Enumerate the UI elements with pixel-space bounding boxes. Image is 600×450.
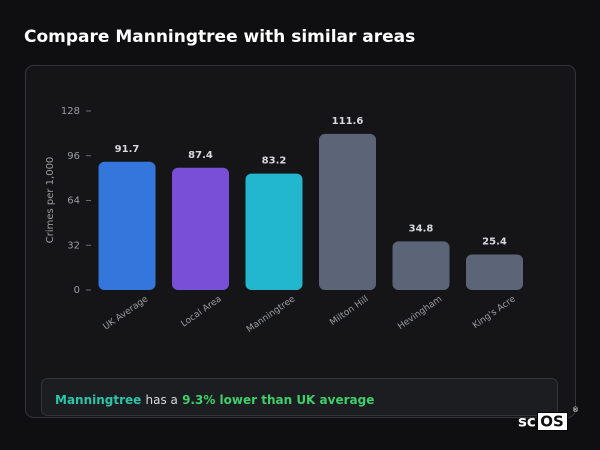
bar [466, 254, 523, 290]
logo: sc OS ® [518, 406, 579, 431]
bar [98, 161, 156, 290]
logo-prefix: sc [518, 413, 536, 431]
y-axis-label: Crimes per 1,000 [45, 157, 56, 244]
logo-boxed: OS [540, 413, 564, 431]
bar [392, 241, 450, 290]
value-label: 34.8 [409, 223, 434, 234]
value-label: 83.2 [262, 156, 287, 167]
summary-box [41, 378, 558, 416]
summary-area: Manningtree [55, 393, 141, 407]
summary-highlight: 9.3% lower than UK average [182, 393, 374, 407]
value-label: 111.6 [332, 116, 364, 127]
bar [172, 167, 229, 290]
value-label: 91.7 [115, 144, 140, 155]
logo-box [537, 412, 568, 431]
value-label: 25.4 [482, 236, 507, 247]
y-tick-label: 32 [67, 240, 80, 251]
bar [245, 173, 303, 290]
y-tick-label: 0 [74, 285, 80, 296]
y-tick-label: 128 [61, 106, 80, 117]
bar [319, 133, 376, 290]
logo-mark: ® [572, 406, 579, 414]
summary-text: Manningtree has a 9.3% lower than UK ave… [55, 393, 374, 407]
value-label: 87.4 [188, 150, 213, 161]
y-tick-label: 96 [67, 151, 80, 162]
summary-middle: has a [146, 393, 178, 407]
y-tick-label: 64 [67, 196, 80, 207]
chart-title: Compare Manningtree with similar areas [24, 27, 415, 47]
